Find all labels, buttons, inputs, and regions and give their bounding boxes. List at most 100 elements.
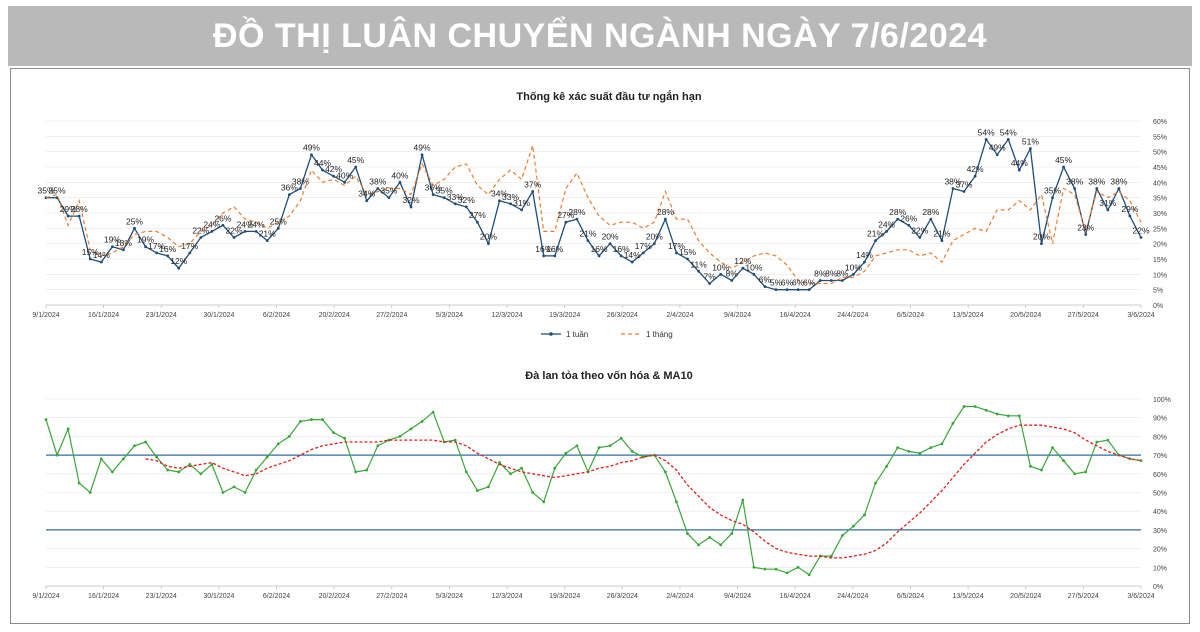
x-tick-label: 6/2/2024: [263, 312, 290, 319]
series-point: [1017, 414, 1021, 418]
data-label: 51%: [1022, 137, 1039, 147]
y-tick-label: 45%: [1153, 165, 1167, 172]
series-point: [973, 174, 977, 178]
data-label: 37%: [956, 180, 973, 190]
series-point: [287, 435, 291, 438]
series-point: [1040, 468, 1043, 472]
series-point: [144, 440, 147, 444]
x-tick-label: 27/5/2024: [1068, 593, 1099, 600]
data-label: 49%: [989, 143, 1006, 153]
x-tick-label: 3/6/2024: [1127, 593, 1154, 600]
x-tick-label: 16/1/2024: [88, 312, 119, 319]
data-label: 17%: [181, 241, 198, 251]
data-label: 40%: [336, 170, 353, 180]
top-chart-title: Thống kê xác suất đầu tư ngắn hạn: [516, 90, 701, 103]
series-point: [99, 457, 103, 461]
series-point: [88, 257, 92, 261]
data-label: 22%: [226, 226, 243, 236]
series-point: [785, 571, 789, 575]
data-label: 19%: [104, 235, 121, 245]
series-point: [166, 254, 170, 258]
x-tick-label: 2/4/2024: [666, 312, 693, 319]
series-point: [376, 444, 380, 448]
series-point: [1128, 214, 1132, 218]
series-point: [1051, 196, 1054, 200]
x-tick-label: 26/3/2024: [607, 593, 638, 600]
series-point: [232, 485, 236, 489]
series-point: [531, 491, 535, 494]
data-label: 35%: [436, 186, 453, 196]
series-point: [984, 408, 988, 412]
data-label: 20%: [480, 232, 497, 242]
data-label: 24%: [237, 219, 254, 229]
series-point: [829, 279, 833, 282]
series-point: [608, 444, 612, 448]
series-point: [852, 272, 855, 276]
data-label: 26%: [900, 213, 917, 223]
series-point: [354, 165, 358, 169]
series-point: [520, 466, 524, 470]
data-label: 38%: [369, 176, 386, 186]
x-tick-label: 9/1/2024: [32, 593, 59, 600]
series-point: [575, 444, 579, 448]
series-point: [597, 254, 601, 258]
y-tick-label: 55%: [1153, 134, 1167, 141]
series-point: [619, 436, 623, 440]
series-point: [509, 472, 512, 476]
data-label: 28%: [71, 204, 88, 214]
y-tick-label: 25%: [1153, 226, 1167, 233]
legend-label: 1 tuần: [566, 330, 588, 339]
series-point: [785, 288, 789, 292]
series-point: [487, 242, 490, 246]
data-label: 24%: [878, 219, 895, 229]
series-point: [940, 239, 944, 243]
series-point: [475, 220, 479, 224]
series-point: [420, 420, 424, 423]
series-point: [951, 421, 955, 425]
series-point: [752, 565, 756, 569]
series-point: [796, 288, 800, 292]
series-point: [774, 567, 778, 571]
series-point: [210, 463, 214, 466]
series-point: [387, 196, 391, 200]
series-point: [221, 223, 225, 227]
series-line-MA10: [145, 424, 1142, 559]
series-point: [1073, 187, 1077, 190]
x-tick-label: 3/6/2024: [1127, 312, 1154, 319]
series-point: [719, 272, 723, 276]
series-point: [1040, 242, 1043, 246]
y-tick-label: 10%: [1153, 565, 1167, 572]
series-point: [1062, 459, 1065, 463]
series-point: [243, 230, 247, 233]
series-point: [232, 236, 236, 239]
series-point: [509, 202, 512, 206]
series-point: [553, 466, 557, 470]
series-point: [166, 468, 170, 472]
data-label: 33%: [447, 192, 464, 202]
data-label: 15%: [679, 247, 696, 257]
series-point: [475, 489, 479, 493]
series-point: [199, 472, 203, 476]
data-label: 8%: [726, 268, 739, 278]
series-point: [951, 187, 955, 190]
series-point: [719, 543, 723, 547]
series-point: [365, 468, 369, 472]
bottom-chart-title: Đà lan tỏa theo vốn hóa & MA10: [525, 370, 692, 382]
data-label: 28%: [657, 207, 674, 217]
data-label: 38%: [944, 176, 961, 186]
data-label: 54%: [978, 127, 995, 137]
x-tick-label: 5/3/2024: [436, 312, 463, 319]
series-point: [177, 266, 181, 270]
data-label: 25%: [270, 216, 287, 226]
series-point: [188, 463, 192, 466]
x-tick-label: 23/1/2024: [146, 593, 177, 600]
x-tick-label: 20/5/2024: [1010, 312, 1041, 319]
series-point: [686, 257, 689, 261]
y-tick-label: 70%: [1153, 453, 1167, 460]
series-point: [741, 498, 745, 502]
series-point: [995, 412, 999, 416]
series-point: [155, 455, 159, 459]
y-tick-label: 30%: [1153, 211, 1167, 218]
series-point: [1062, 165, 1065, 169]
series-point: [918, 451, 922, 455]
